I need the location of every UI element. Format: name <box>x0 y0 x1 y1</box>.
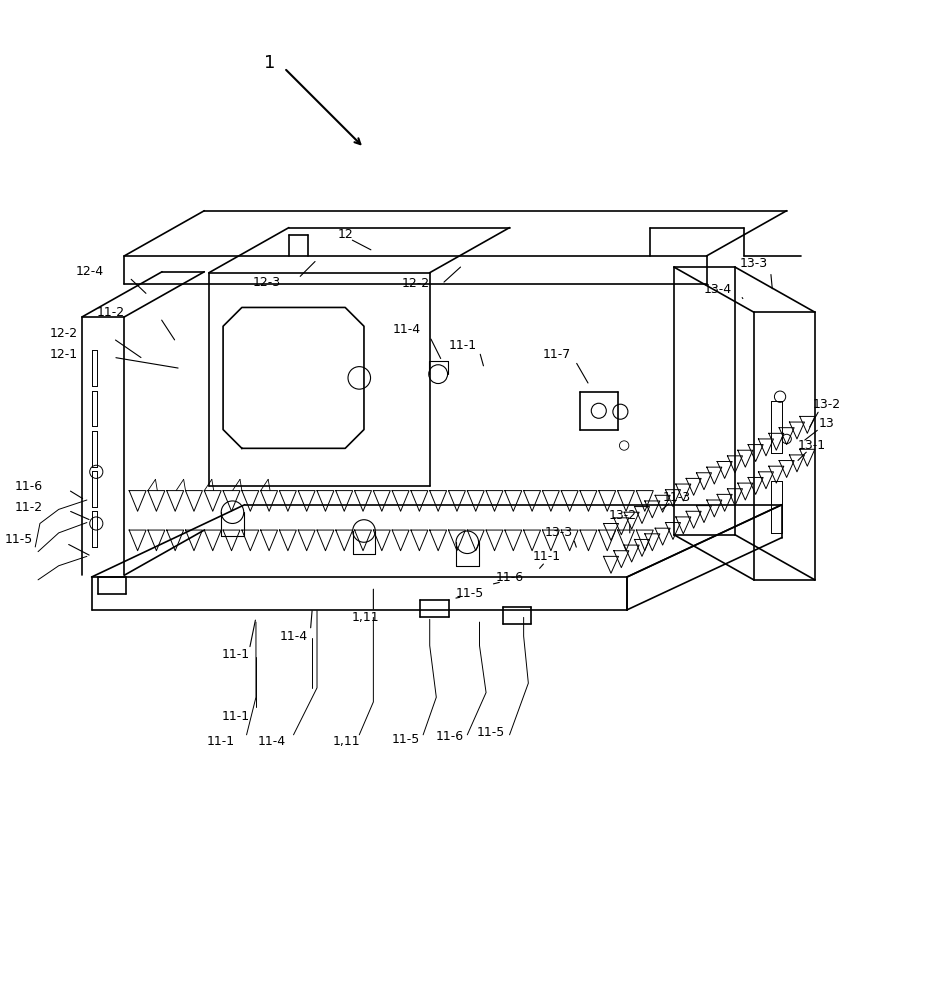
Text: 12-4: 12-4 <box>75 265 104 278</box>
Text: 12: 12 <box>338 228 353 241</box>
Text: 1,11: 1,11 <box>352 611 380 624</box>
Text: 11-1: 11-1 <box>222 648 249 661</box>
Text: 11-5: 11-5 <box>476 726 505 739</box>
Text: 11-1: 11-1 <box>222 710 249 723</box>
Text: 13-4: 13-4 <box>704 283 732 296</box>
Text: 11-1: 11-1 <box>533 550 561 563</box>
Text: 11-6: 11-6 <box>436 730 464 743</box>
Text: 13-2: 13-2 <box>813 398 841 411</box>
Text: 13-1: 13-1 <box>798 439 826 452</box>
Text: 11-5: 11-5 <box>5 533 33 546</box>
Text: 13-3: 13-3 <box>544 526 572 539</box>
Text: 12-3: 12-3 <box>253 276 281 289</box>
Text: 12-2: 12-2 <box>402 277 430 290</box>
Text: 1,11: 1,11 <box>332 735 360 748</box>
Text: 13: 13 <box>819 417 835 430</box>
Text: 11-7: 11-7 <box>542 348 571 361</box>
Text: 11-5: 11-5 <box>456 587 485 600</box>
Text: 11-3: 11-3 <box>663 491 691 504</box>
Text: 11-2: 11-2 <box>96 306 124 319</box>
Text: 11-4: 11-4 <box>279 630 307 643</box>
Text: 13-2: 13-2 <box>608 509 637 522</box>
Text: 11-4: 11-4 <box>257 735 286 748</box>
Text: 11-6: 11-6 <box>495 571 523 584</box>
Text: 11-1: 11-1 <box>449 339 476 352</box>
Text: 11-5: 11-5 <box>392 733 421 746</box>
Text: 12-2: 12-2 <box>49 327 77 340</box>
Text: 13-3: 13-3 <box>739 257 768 270</box>
Text: 11-6: 11-6 <box>14 480 42 493</box>
Text: 11-1: 11-1 <box>207 735 234 748</box>
Text: 11-4: 11-4 <box>392 323 421 336</box>
Text: 11-2: 11-2 <box>14 501 42 514</box>
Text: 1: 1 <box>264 54 275 72</box>
Text: 12-1: 12-1 <box>49 348 77 361</box>
